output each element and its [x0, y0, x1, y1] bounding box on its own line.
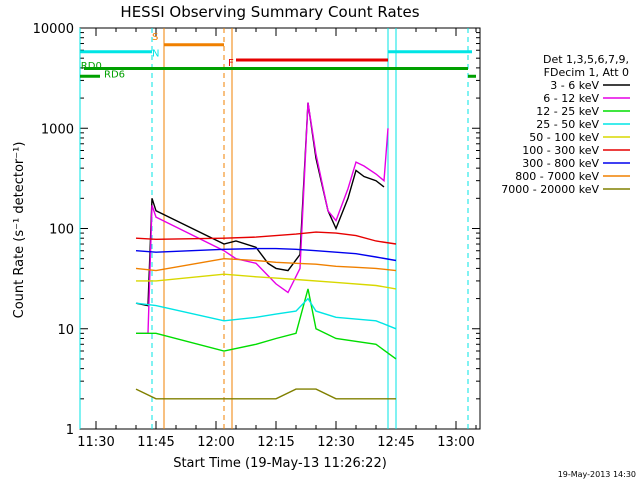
x-tick-label: 11:45 [137, 435, 174, 450]
legend-label: 25 - 50 keV [536, 118, 599, 131]
legend-label: 3 - 6 keV [550, 79, 599, 92]
series-line-1 [135, 102, 385, 307]
legend-label: 12 - 25 keV [536, 105, 599, 118]
series-line-3 [136, 288, 397, 360]
x-axis: 11:30 11:45 12:00 12:15 12:30 12:45 13:00 [77, 28, 477, 450]
series-line-9 [135, 388, 396, 400]
x-axis-label: Start Time (19-May-13 11:26:22) [173, 456, 387, 471]
series-line-6 [135, 231, 397, 245]
legend-label: 100 - 300 keV [522, 144, 599, 157]
timestamp: 19-May-2013 14:30 [558, 470, 636, 479]
y-tick-label: 1000 [41, 122, 74, 137]
x-tick-label: 13:00 [437, 435, 474, 450]
series-line-2 [136, 102, 389, 334]
plot-frame [79, 27, 481, 430]
legend-header: Det 1,3,5,6,7,9, [543, 53, 629, 66]
series-line-7 [135, 247, 397, 262]
x-tick-label: 12:30 [317, 435, 354, 450]
x-tick-label: 12:00 [197, 435, 234, 450]
x-tick-label: 11:30 [77, 435, 114, 450]
legend-label: 300 - 800 keV [522, 157, 599, 170]
x-tick-label: 12:45 [377, 435, 414, 450]
series-line-8 [135, 257, 397, 272]
s-label: S [152, 32, 158, 43]
legend-label: 7000 - 20000 keV [501, 183, 599, 196]
y-tick-label: 10 [57, 323, 74, 338]
legend-label: 50 - 100 keV [529, 131, 599, 144]
rd0-label: RD0 [81, 61, 102, 72]
y-tick-label: 100 [49, 223, 74, 238]
legend-header: FDecim 1, Att 0 [544, 66, 629, 79]
chart-title: HESSI Observing Summary Count Rates [120, 3, 419, 21]
x-tick-label: 12:15 [257, 435, 294, 450]
y-axis: 1 10 100 1000 10000 [33, 22, 480, 438]
y-tick-label: 1 [66, 423, 74, 438]
series-lines [135, 102, 397, 400]
legend-label: 6 - 12 keV [543, 92, 599, 105]
y-axis-label: Count Rate (s⁻¹ detector⁻¹) [12, 142, 27, 319]
y-tick-label: 10000 [33, 22, 74, 37]
series-line-5 [136, 273, 397, 290]
series-line-4 [135, 297, 397, 330]
f-label: F [228, 58, 234, 69]
legend: Det 1,3,5,6,7,9,FDecim 1, Att 03 - 6 keV… [501, 53, 630, 196]
rd6-label: RD6 [104, 70, 125, 81]
n-label: N [152, 48, 159, 59]
legend-label: 800 - 7000 keV [515, 170, 599, 183]
